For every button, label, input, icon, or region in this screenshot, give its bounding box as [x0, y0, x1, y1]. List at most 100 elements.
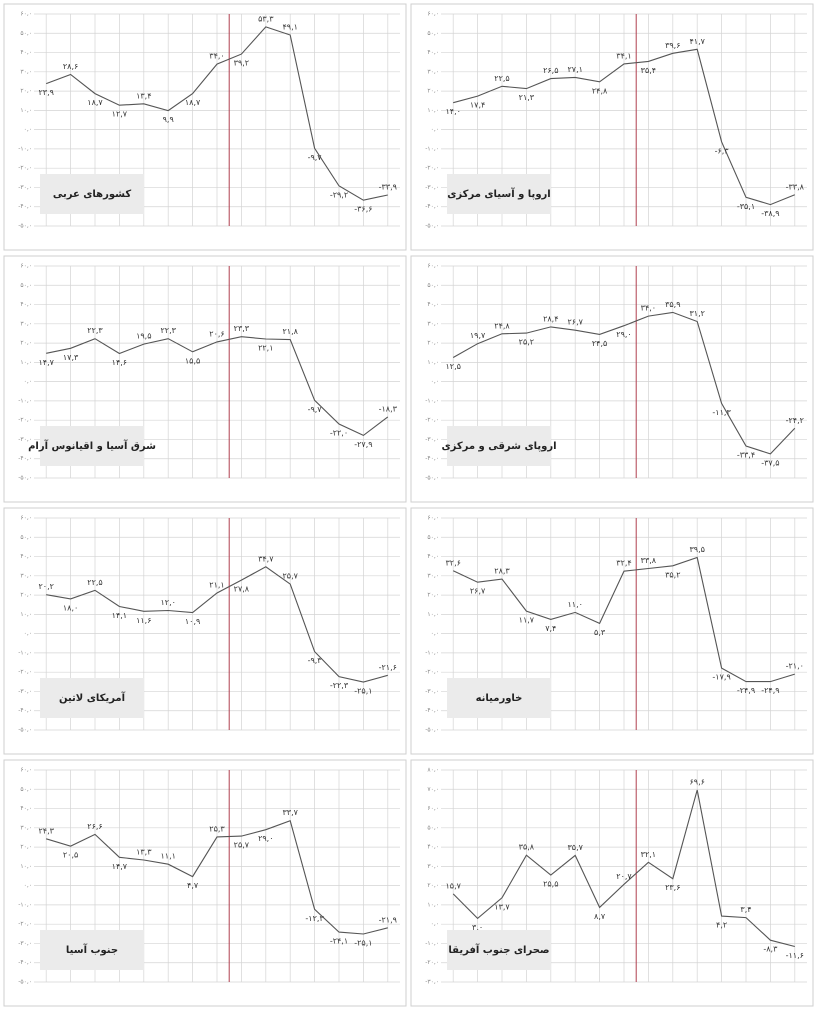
y-tick-label: ۲۰,۰ — [20, 340, 32, 347]
y-tick-label: ۶۰,۰ — [20, 767, 32, 774]
y-tick-label: ۶۰,۰ — [427, 805, 439, 812]
y-tick-label: -۳۰,۰ — [18, 688, 32, 695]
value-label: ۲۵,۵ — [543, 880, 558, 889]
y-tick-label: ۲۰,۰ — [20, 844, 32, 851]
value-label: ۱۴,۷ — [112, 862, 128, 871]
value-label: -۳۷,۵ — [761, 458, 779, 467]
value-label: ۲۸,۳ — [494, 567, 510, 576]
value-label: ۲۴,۸ — [494, 321, 510, 330]
value-label: ۲۲,۳ — [87, 326, 103, 335]
y-tick-label: ۶۰,۰ — [20, 263, 32, 270]
y-tick-label: -۵۰,۰ — [425, 475, 439, 482]
value-label: ۲۵,۲ — [519, 338, 534, 347]
value-label: ۱۷,۴ — [470, 101, 485, 110]
y-tick-label: -۵۰,۰ — [425, 727, 439, 734]
value-label: ۳۴,۰ — [209, 52, 224, 61]
value-label: ۱۸,۰ — [63, 603, 78, 612]
value-label: ۱۲,۷ — [112, 110, 128, 119]
value-label: ۲۰,۵ — [63, 851, 78, 860]
y-tick-label: -۱۰,۰ — [425, 649, 439, 656]
value-label: ۲۵,۳ — [209, 824, 225, 833]
y-tick-label: ۶۰,۰ — [427, 515, 439, 522]
y-tick-label: ۵۰,۰ — [20, 534, 32, 541]
value-label: -۱۲,۳ — [305, 914, 324, 923]
value-label: -۲۴,۲ — [786, 416, 804, 425]
y-tick-label: ۱۰,۰ — [427, 901, 439, 908]
value-label: -۲۷,۹ — [354, 440, 372, 449]
y-tick-label: ۲۰,۰ — [20, 88, 32, 95]
y-tick-label: ۷۰,۰ — [427, 786, 439, 793]
y-tick-label: -۴۰,۰ — [18, 707, 32, 714]
value-label: ۳۹,۶ — [665, 41, 680, 50]
value-label: ۴,۲ — [716, 921, 727, 930]
y-tick-label: ۳۰,۰ — [427, 320, 439, 327]
value-label: ۲۰,۶ — [209, 329, 224, 338]
value-label: ۴۱,۷ — [689, 37, 705, 46]
value-label: ۱۲,۵ — [445, 362, 460, 371]
value-label: ۱۳,۴ — [136, 91, 151, 100]
value-label: ۳۵,۹ — [665, 300, 680, 309]
value-label: -۲۵,۱ — [354, 939, 372, 948]
y-tick-label: ۸۰,۰ — [427, 767, 439, 774]
y-tick-label: -۱۰,۰ — [18, 397, 32, 404]
y-tick-label: -۵۰,۰ — [18, 979, 32, 986]
y-tick-label: ۳۰,۰ — [20, 68, 32, 75]
y-tick-label: ۳۰,۰ — [20, 320, 32, 327]
value-label: ۱۵,۵ — [185, 356, 200, 365]
value-label: ۲۴,۵ — [592, 339, 607, 348]
y-tick-label: -۱۰,۰ — [425, 145, 439, 152]
value-label: ۲۲,۵ — [494, 74, 509, 83]
chart-title: اروپای شرقی و مرکزی — [441, 441, 556, 452]
y-tick-label: -۳۰,۰ — [18, 184, 32, 191]
chart-title: شرق آسیا و اقیانوس آرام — [28, 439, 156, 452]
value-label: ۳۴,۱ — [616, 51, 631, 60]
y-tick-label: -۳۰,۰ — [425, 979, 439, 986]
y-tick-label: ۱۰,۰ — [427, 359, 439, 366]
y-tick-label: -۵۰,۰ — [425, 223, 439, 230]
y-tick-label: -۴۰,۰ — [425, 203, 439, 210]
value-label: -۳۳,۹ — [379, 182, 397, 191]
y-tick-label: ۴۰,۰ — [427, 301, 439, 308]
value-label: ۲۷,۱ — [567, 65, 582, 74]
y-tick-label: -۱۰,۰ — [18, 901, 32, 908]
value-label: ۳۲,۱ — [641, 850, 656, 859]
value-label: -۶,۳ — [715, 146, 730, 155]
value-label: ۵,۳ — [594, 628, 606, 637]
y-tick-label: ۲۰,۰ — [427, 88, 439, 95]
y-tick-label: -۲۰,۰ — [18, 669, 32, 676]
y-tick-label: ۰,۰ — [431, 630, 439, 637]
y-tick-label: ۱۰,۰ — [20, 359, 32, 366]
y-tick-label: ۵۰,۰ — [427, 30, 439, 37]
value-label: ۳۳,۷ — [282, 808, 298, 817]
value-label: ۸,۷ — [594, 912, 606, 921]
y-tick-label: ۲۰,۰ — [427, 592, 439, 599]
value-label: ۳۳,۸ — [641, 556, 657, 565]
value-label: ۶۹,۶ — [689, 778, 704, 787]
value-label: -۹,۷ — [308, 405, 323, 414]
y-tick-label: -۴۰,۰ — [425, 707, 439, 714]
value-label: -۲۹,۲ — [330, 190, 348, 199]
value-label: -۲۱,۶ — [379, 663, 397, 672]
value-label: ۳۵,۸ — [519, 843, 535, 852]
y-tick-label: -۱۰,۰ — [425, 397, 439, 404]
value-label: ۳۲,۶ — [445, 558, 460, 567]
y-tick-label: ۵۰,۰ — [427, 534, 439, 541]
y-tick-label: -۲۰,۰ — [425, 165, 439, 172]
value-label: ۲۲,۱ — [258, 344, 273, 353]
value-label: ۲۱,۱ — [209, 580, 224, 589]
value-label: ۲۲,۵ — [87, 578, 102, 587]
value-label: ۱۴,۱ — [112, 611, 127, 620]
y-tick-label: ۱۰,۰ — [20, 863, 32, 870]
chart-title: خاورمیانه — [476, 693, 523, 704]
y-tick-label: ۰,۰ — [24, 126, 32, 133]
y-tick-label: -۱۰,۰ — [425, 940, 439, 947]
value-label: ۲۶,۵ — [543, 66, 558, 75]
value-label: ۷,۴ — [545, 624, 556, 633]
value-label: ۳۵,۴ — [641, 66, 656, 75]
y-tick-label: -۵۰,۰ — [18, 727, 32, 734]
y-tick-label: -۲۰,۰ — [425, 959, 439, 966]
value-label: -۳۶,۶ — [354, 205, 372, 214]
y-tick-label: ۰,۰ — [24, 378, 32, 385]
y-tick-label: ۴۰,۰ — [427, 844, 439, 851]
value-label: ۲۷,۸ — [234, 585, 250, 594]
